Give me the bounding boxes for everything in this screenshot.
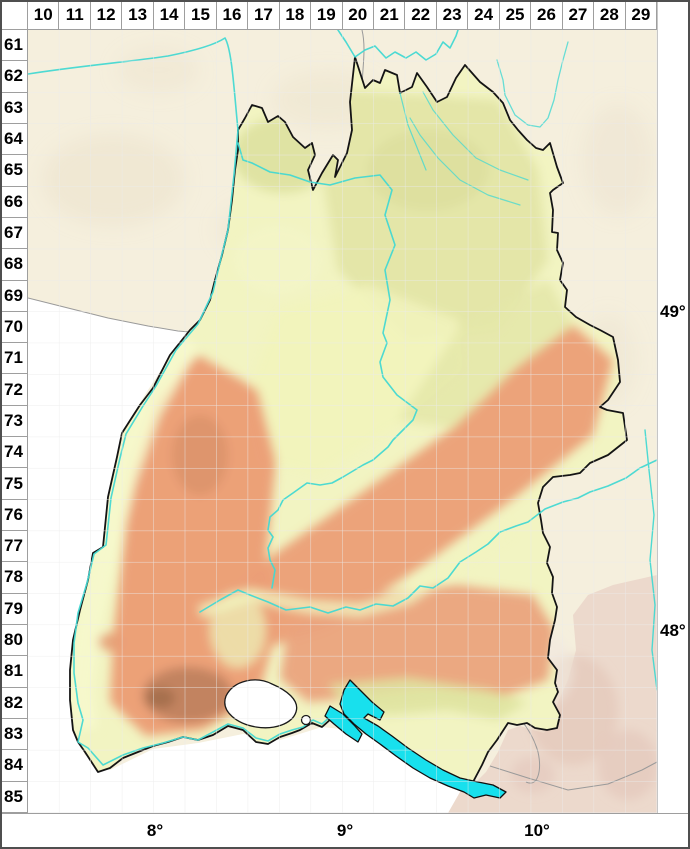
row-header-83: 83 xyxy=(0,718,28,751)
latitude-label-48: 48° xyxy=(660,621,686,640)
longitude-label-9: 9° xyxy=(336,820,354,840)
row-header-82: 82 xyxy=(0,687,28,719)
longitude-band: 8° 9° 10° xyxy=(0,813,690,849)
row-header-67: 67 xyxy=(0,217,28,250)
row-header-84: 84 xyxy=(0,750,28,782)
row-header-74: 74 xyxy=(0,437,28,469)
column-header-29: 29 xyxy=(625,0,658,30)
grid-corner-cell xyxy=(0,0,28,30)
row-header-80: 80 xyxy=(0,624,28,657)
column-header-21: 21 xyxy=(373,0,406,30)
column-header-14: 14 xyxy=(153,0,186,30)
column-header-24: 24 xyxy=(468,0,500,30)
row-header-73: 73 xyxy=(0,405,28,438)
latitude-label-49: 49° xyxy=(660,302,686,321)
column-header-19: 19 xyxy=(311,0,343,30)
column-header-13: 13 xyxy=(122,0,154,30)
column-header-12: 12 xyxy=(90,0,123,30)
row-header-61: 61 xyxy=(0,30,28,62)
row-header-78: 78 xyxy=(0,562,28,594)
column-header-26: 26 xyxy=(531,0,563,30)
row-header-81: 81 xyxy=(0,656,28,688)
latitude-band: 49° 48° xyxy=(657,0,690,849)
row-header-70: 70 xyxy=(0,311,28,344)
row-header-68: 68 xyxy=(0,249,28,281)
column-header-27: 27 xyxy=(562,0,595,30)
row-header-76: 76 xyxy=(0,499,28,531)
row-header-79: 79 xyxy=(0,593,28,625)
column-header-15: 15 xyxy=(185,0,217,30)
column-header-16: 16 xyxy=(216,0,249,30)
column-header-22: 22 xyxy=(405,0,437,30)
row-header-71: 71 xyxy=(0,343,28,375)
row-header-69: 69 xyxy=(0,280,28,312)
column-header-18: 18 xyxy=(279,0,312,30)
row-header-75: 75 xyxy=(0,468,28,500)
row-header-64: 64 xyxy=(0,123,28,156)
map-grid-lines xyxy=(28,30,657,813)
column-header-row: 10 11 12 13 14 15 16 17 18 19 20 21 22 23 24 25 26 27 28 29 xyxy=(28,0,658,30)
row-header-66: 66 xyxy=(0,186,28,218)
row-header-77: 77 xyxy=(0,531,28,563)
column-header-23: 23 xyxy=(436,0,469,30)
row-header-65: 65 xyxy=(0,155,28,187)
row-header-63: 63 xyxy=(0,92,28,124)
row-header-72: 72 xyxy=(0,374,28,406)
row-header-62: 62 xyxy=(0,61,28,93)
row-header-column: 61 62 63 64 65 66 67 68 69 70 71 72 73 74 75 76 77 78 79 80… xyxy=(0,30,28,813)
longitude-label-8: 8° xyxy=(146,820,164,840)
map-canvas xyxy=(28,30,657,813)
column-header-25: 25 xyxy=(499,0,532,30)
row-header-85: 85 xyxy=(0,781,28,813)
column-header-11: 11 xyxy=(59,0,91,30)
column-header-17: 17 xyxy=(248,0,280,30)
longitude-label-10: 10° xyxy=(524,820,550,840)
column-header-28: 28 xyxy=(594,0,626,30)
column-header-20: 20 xyxy=(342,0,374,30)
column-header-10: 10 xyxy=(28,0,60,30)
